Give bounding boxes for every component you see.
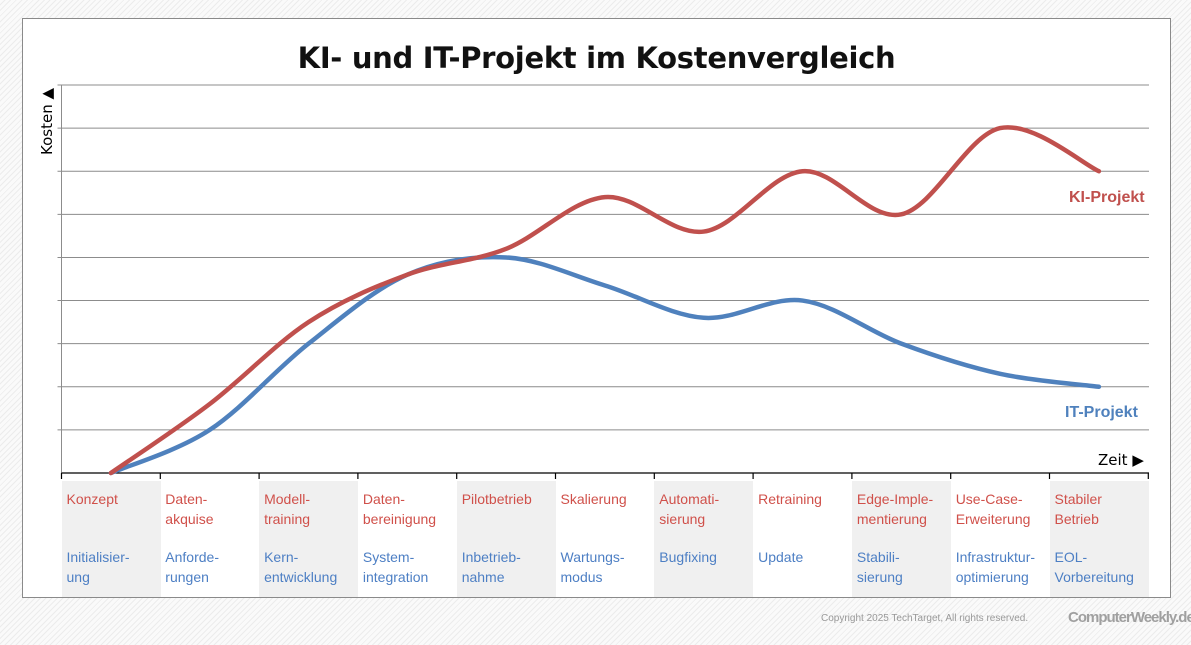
ki-phase-label: Stabiler Betrieb xyxy=(1054,491,1102,527)
ki-phase-label: Automati- sierung xyxy=(659,491,720,527)
phase-column: Daten- akquise Anforde- rungen xyxy=(160,481,259,597)
plot-area xyxy=(57,84,1149,479)
ki-phase-label: Pilotbetrieb xyxy=(461,491,532,507)
it-phase-label: Wartungs- modus xyxy=(560,549,625,585)
it-phase-label: EOL- Vorbereitung xyxy=(1054,549,1134,585)
copyright-text: Copyright 2025 TechTarget, All rights re… xyxy=(821,613,1029,624)
it-phase-label: System- integration xyxy=(362,549,429,585)
it-phase-label: Infrastruktur- optimierung xyxy=(955,549,1036,585)
ki-phase-label: Use-Case- Erweiterung xyxy=(955,491,1031,527)
series-label-it: IT-Projekt xyxy=(1065,404,1138,421)
phase-column: Konzept Initialisier- ung xyxy=(61,481,161,597)
y-axis-label: Kosten ▲ xyxy=(38,87,56,155)
phase-column: Pilotbetrieb Inbetrieb- nahme xyxy=(456,481,556,597)
ki-phase-label: Retraining xyxy=(758,491,822,507)
series-label-ki: KI-Projekt xyxy=(1069,189,1145,206)
phase-column: Modell- training Kern- entwicklung xyxy=(259,481,359,597)
ki-phase-label: Edge-Imple- mentierung xyxy=(856,491,934,527)
it-phase-label: Kern- entwicklung xyxy=(264,549,338,585)
ki-phase-label: Skalierung xyxy=(560,491,627,507)
it-phase-label: Bugfixing xyxy=(659,549,717,565)
chart-card: KI- und IT-Projekt im Kostenvergleich Ko… xyxy=(22,18,1171,598)
it-phase-label: Stabili- sierung xyxy=(856,549,903,585)
ki-phase-label: Daten- bereinigung xyxy=(362,491,437,527)
series-line-it xyxy=(108,254,1102,476)
phase-column: Stabiler Betrieb EOL- Vorbereitung xyxy=(1049,481,1149,597)
it-phase-label: Anforde- rungen xyxy=(165,549,219,585)
phase-column: Daten- bereinigung System- integration xyxy=(358,481,457,597)
it-phase-label: Initialisier- ung xyxy=(66,549,130,585)
series-line-ki xyxy=(108,125,1102,476)
it-phase-label: Inbetrieb- nahme xyxy=(461,549,521,585)
x-axis-label: Zeit ▶ xyxy=(1098,451,1144,469)
it-phase-label: Update xyxy=(758,549,804,565)
phase-column: Skalierung Wartungs- modus xyxy=(556,481,655,597)
ki-phase-label: Modell- training xyxy=(264,491,311,527)
phase-column: Use-Case- Erweiterung Infrastruktur- opti… xyxy=(951,481,1050,597)
phase-column: Automati- sierung Bugfixing xyxy=(654,481,754,597)
brand-logo: ComputerWeekly.de xyxy=(1068,609,1191,626)
chart-title: KI- und IT-Projekt im Kostenvergleich xyxy=(297,41,896,75)
phase-column: Retraining Update xyxy=(753,481,852,597)
phase-column: Edge-Imple- mentierung Stabili- sierung xyxy=(851,481,951,597)
ki-phase-label: Daten- akquise xyxy=(165,491,214,527)
ki-phase-label: Konzept xyxy=(66,491,118,507)
